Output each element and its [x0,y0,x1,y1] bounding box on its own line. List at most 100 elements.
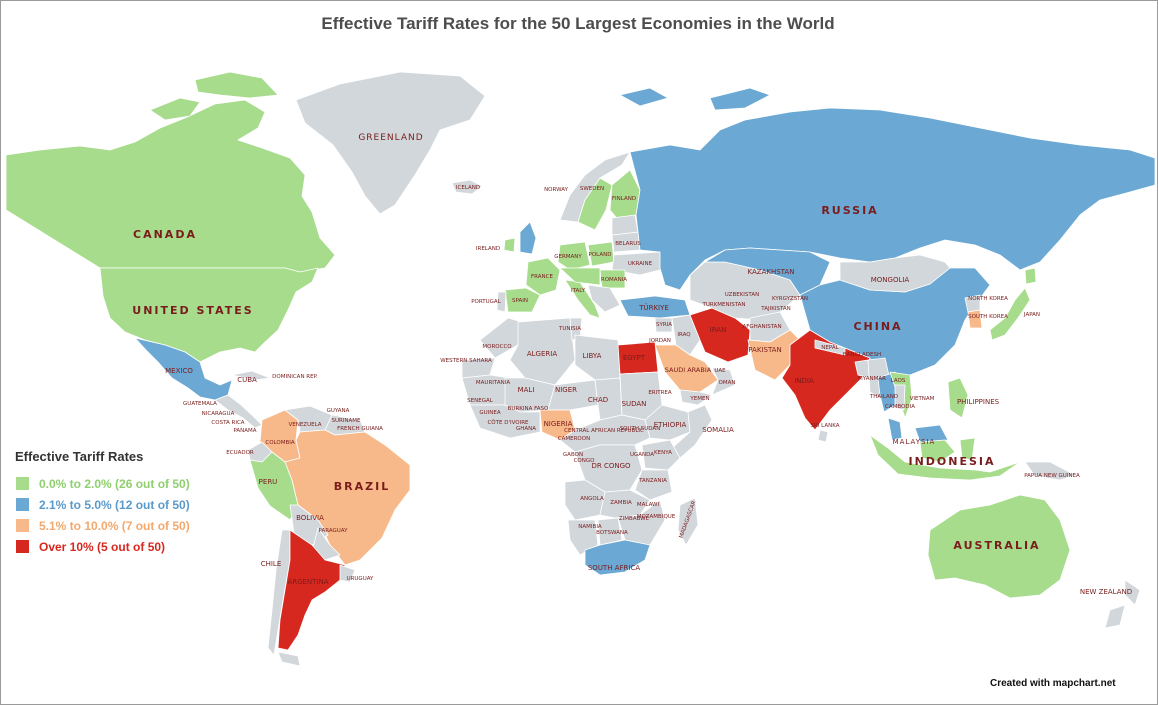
country-malaysia[interactable] [887,417,949,443]
label-egypt: EGYPT [623,354,646,362]
country-papua-new-guinea[interactable] [1024,461,1076,481]
country-paraguay[interactable] [312,527,341,561]
label-australia: AUSTRALIA [953,539,1040,552]
label-zimbabwe: ZIMBABWE [619,516,650,522]
label-mauritania: MAURITANIA [476,380,510,386]
country-cuba[interactable] [231,370,271,381]
country-romania[interactable] [599,269,626,289]
country-nepal[interactable] [814,339,846,356]
country-syria[interactable] [654,317,673,333]
label-india: INDIA [794,377,814,385]
country-united-states[interactable] [99,267,319,363]
label-madagascar: MADAGASCAR [679,500,698,539]
label-guyana: GUYANA [327,408,350,414]
label-yemen: YEMEN [689,396,709,402]
country-south-korea[interactable] [967,309,983,329]
label-spain: SPAIN [512,298,528,304]
legend-swatch-red [15,539,30,554]
legend-swatch-green [15,476,30,491]
label-vietnam: VIETNAM [910,396,935,402]
country-indonesia[interactable] [869,434,1021,481]
country-somalia[interactable] [669,404,713,459]
country-greenland[interactable] [295,71,486,215]
label-iran: IRAN [710,326,727,334]
label-kenya: KENYA [654,450,672,456]
country-france[interactable] [525,257,561,296]
indonesia-borneo [919,439,956,463]
label-iraq: IRAQ [677,332,691,338]
country-tanzania[interactable] [634,469,673,501]
japan-hokkaido [1024,267,1037,285]
country-south-africa[interactable] [584,539,651,576]
central-europe [559,267,601,286]
label-uganda: UGANDA [630,452,654,458]
label-guatemala: GUATEMALA [183,401,217,407]
label-laos: LAOS [891,378,906,384]
country-botswana[interactable] [597,517,623,546]
country-uruguay[interactable] [339,564,356,583]
country-iceland[interactable] [451,179,483,195]
label-chad: CHAD [588,396,608,404]
label-russia: RUSSIA [821,204,878,217]
label-malaysia: MALAYSIA [893,438,936,446]
label-indonesia: INDONESIA [908,455,995,468]
country-mongolia[interactable] [839,254,951,293]
country-brazil[interactable] [284,429,411,566]
label-eritrea: ERITREA [648,390,672,396]
label-colombia: COLOMBIA [265,440,295,446]
country-iraq[interactable] [671,314,701,356]
label-north-korea: NORTH KOREA [968,296,1008,302]
label-bolivia: BOLIVIA [296,514,324,522]
label-oman: OMAN [719,380,736,386]
balkans [587,284,621,313]
credit-text: Created with mapchart.net [990,678,1116,689]
country-argentina[interactable] [277,529,346,651]
label-guinea: GUINEA [479,410,500,416]
country-japan[interactable] [989,287,1031,341]
legend-label-red: Over 10% (5 out of 50) [39,539,166,554]
country-uk[interactable] [519,221,537,255]
country-madagascar[interactable] [677,497,699,546]
label-cote-divoire: CÔTE D'IVOIRE [487,419,529,426]
label-france: FRANCE [531,274,553,280]
country-kazakhstan[interactable] [704,247,831,296]
country-portugal[interactable] [496,291,507,313]
label-panama: PANAMA [233,428,256,434]
country-oman[interactable] [711,367,736,396]
label-ukraine: UKRAINE [628,261,653,267]
label-costa-rica: COSTA RICA [211,420,244,426]
country-yemen[interactable] [679,389,713,406]
country-kenya[interactable] [641,439,681,471]
label-nicaragua: NICARAGUA [202,411,235,417]
label-french-guiana: FRENCH GUIANA [337,426,383,432]
label-gabon: GABON [563,452,583,458]
label-dr-congo: DR CONGO [591,462,631,470]
country-ireland[interactable] [503,237,516,253]
country-australia[interactable] [927,494,1071,599]
label-kazakhstan: KAZAKHSTAN [748,268,795,276]
label-paraguay: PARAGUAY [319,528,349,534]
country-new-zealand[interactable] [1104,579,1141,629]
label-congo: CONGO [574,458,596,464]
label-senegal: SENEGAL [467,398,494,404]
country-germany[interactable] [557,241,591,271]
legend-item-orange: 5.1% to 10.0% (7 out of 50) [15,515,275,536]
country-ukraine[interactable] [611,251,669,276]
country-philippines[interactable] [947,377,969,419]
label-ecuador: ECUADOR [226,450,254,456]
country-russia[interactable] [629,107,1156,291]
canada-arctic-islands [194,71,279,99]
country-spain[interactable] [504,287,541,313]
label-uae: UAE [714,368,726,374]
label-syria: SYRIA [656,322,672,328]
label-saudi-arabia: SAUDI ARABIA [665,366,712,374]
label-jordan: JORDAN [648,338,671,344]
label-iceland: ICELAND [456,185,480,191]
legend-label-orange: 5.1% to 10.0% (7 out of 50) [39,518,190,533]
label-nigeria: NIGERIA [544,420,573,428]
country-sri-lanka[interactable] [817,429,829,443]
label-bangladesh: BANGLADESH [843,352,881,358]
country-niger[interactable] [547,379,599,411]
label-peru: PERU [259,478,278,486]
